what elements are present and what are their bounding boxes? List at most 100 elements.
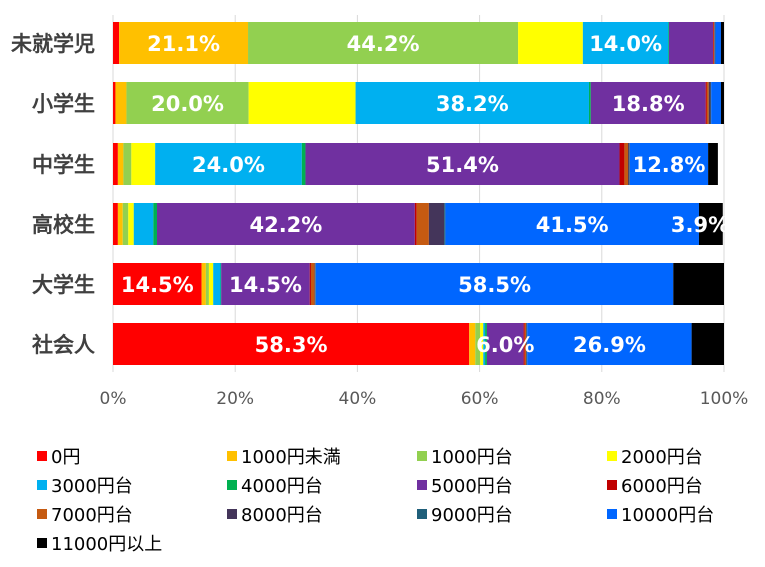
x-tick-label: 40% — [339, 389, 377, 409]
bar-segment — [698, 203, 723, 245]
legend-swatch — [607, 451, 617, 461]
legend-swatch — [227, 509, 237, 519]
bar-segment — [314, 263, 316, 305]
bar-segment — [113, 263, 202, 305]
bar-segment — [119, 22, 249, 64]
bar-segment — [486, 323, 524, 365]
bar-segment — [691, 323, 724, 365]
bar-segment — [315, 263, 674, 305]
category-label: 大学生 — [32, 273, 95, 297]
data-label: 12.8% — [633, 153, 706, 177]
data-label: 44.2% — [347, 32, 420, 56]
legend-swatch — [607, 509, 617, 519]
bar-segment — [714, 22, 715, 64]
legend-label: 4000円台 — [241, 476, 323, 497]
legend-label: 0円 — [51, 447, 80, 468]
bar-segment — [248, 22, 519, 64]
grid-layer — [112, 15, 725, 372]
bar-segment — [153, 203, 157, 245]
legend-label: 6000円台 — [621, 476, 703, 497]
x-tick-label: 100% — [700, 389, 749, 409]
bar-segment — [113, 82, 116, 124]
bar-segment — [526, 323, 527, 365]
bar-segment — [126, 82, 249, 124]
bar-segment — [668, 22, 670, 64]
bar-segment — [208, 263, 214, 305]
bar-segment — [590, 82, 706, 124]
bar-segment — [220, 263, 222, 305]
bar-segment — [483, 323, 486, 365]
legend-label: 2000円台 — [621, 447, 703, 468]
bar-segment — [523, 323, 525, 365]
data-label: 3.9% — [671, 213, 729, 237]
bar-segment — [213, 263, 221, 305]
category-label: 未就学児 — [11, 32, 95, 56]
bar-segment — [524, 323, 527, 365]
bar-segment — [713, 22, 714, 64]
bar-segment — [221, 263, 310, 305]
bar-segment — [414, 203, 417, 245]
data-label: 58.5% — [458, 273, 531, 297]
bar-segment — [113, 203, 118, 245]
bar-segment — [713, 22, 715, 64]
bar-segment — [444, 203, 446, 245]
x-tick-label: 80% — [583, 389, 621, 409]
bar-segment — [315, 263, 316, 305]
bar-segment — [485, 323, 487, 365]
bar-segment — [629, 143, 709, 185]
legend-swatch — [37, 480, 47, 490]
bar-segment — [113, 22, 120, 64]
bar-segment — [113, 143, 118, 185]
legend-label: 7000円台 — [51, 505, 133, 526]
bar-segment — [113, 323, 470, 365]
bar-segment — [624, 143, 629, 185]
legend-swatch — [417, 451, 427, 461]
legend-label: 3000円台 — [51, 476, 133, 497]
data-label: 21.1% — [147, 32, 220, 56]
x-tick-label: 0% — [100, 389, 127, 409]
bar-segment — [669, 22, 714, 64]
bar-segment — [117, 143, 124, 185]
data-label: 14.5% — [229, 273, 302, 297]
bar-segment — [131, 143, 156, 185]
data-label: 20.0% — [151, 92, 224, 116]
data-label: 38.2% — [436, 92, 509, 116]
bar-segment — [715, 22, 721, 64]
data-label: 24.0% — [192, 153, 265, 177]
bar-segment — [123, 143, 132, 185]
legend-label: 11000円以上 — [51, 534, 162, 555]
bar-segment — [122, 203, 129, 245]
data-labels-layer: 21.1% 44.2% 14.0% 20.0% 38.2% 18.8% 24.0% 51.4%… — [121, 32, 729, 357]
bar-segment — [128, 203, 134, 245]
data-label: 18.8% — [612, 92, 685, 116]
category-label: 中学生 — [32, 153, 95, 177]
bar-segment — [301, 143, 306, 185]
legend-swatch — [417, 509, 427, 519]
category-label: 小学生 — [32, 92, 95, 116]
bar-segment — [248, 82, 356, 124]
bar-segment — [205, 263, 209, 305]
legend-label: 5000円台 — [431, 476, 513, 497]
bar-segment — [133, 203, 154, 245]
legend-label: 10000円台 — [621, 505, 714, 526]
legend-swatch — [607, 480, 617, 490]
category-label: 社会人 — [31, 333, 95, 357]
data-label: 26.9% — [573, 333, 646, 357]
bar-segment — [628, 143, 630, 185]
bar-segment — [475, 323, 481, 365]
bar-segment — [115, 82, 127, 124]
legend-label: 8000円台 — [241, 505, 323, 526]
legend-swatch — [37, 509, 47, 519]
data-label: 14.0% — [589, 32, 662, 56]
category-label: 高校生 — [32, 213, 95, 237]
data-label: 42.2% — [249, 213, 322, 237]
legend-swatch — [37, 451, 47, 461]
bar-segment — [428, 203, 445, 245]
bar-segment — [445, 203, 699, 245]
bar-segment — [310, 263, 315, 305]
legend: 0円 1000円未満 1000円台 2000円台 3000円台 4000円台 5000円台 6… — [37, 447, 714, 555]
bar-segment — [588, 82, 591, 124]
bar-segment — [309, 263, 311, 305]
